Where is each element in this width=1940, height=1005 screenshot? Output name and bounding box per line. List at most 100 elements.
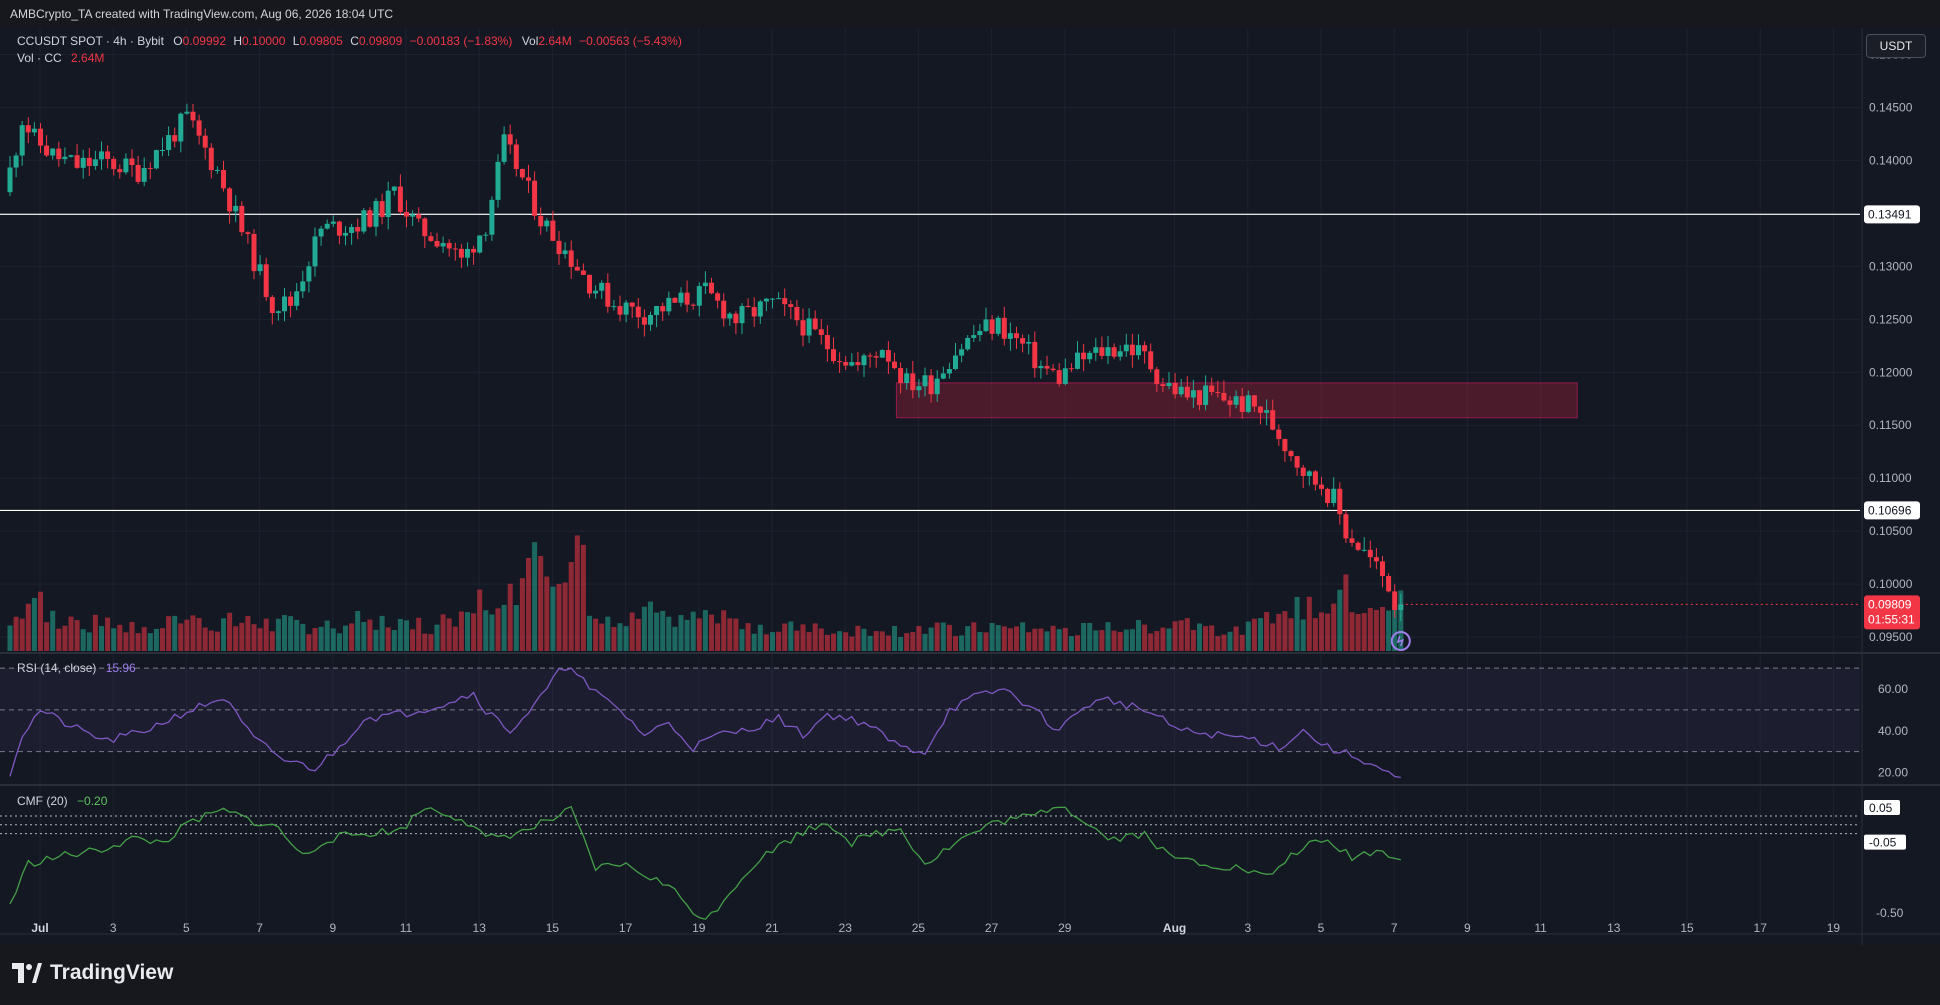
currency-button[interactable]: USDT bbox=[1866, 34, 1926, 58]
volume-bar bbox=[379, 615, 385, 651]
candle-body bbox=[1117, 351, 1123, 357]
volume-bar bbox=[1245, 621, 1251, 651]
volume-bar bbox=[129, 621, 135, 651]
time-axis: Jul 3 5 7 9 11 13 15 17 19 21 23 25 27 29 Aug 3 5 7 9 11 13 15… bbox=[31, 921, 1840, 935]
volume-bar bbox=[1233, 626, 1239, 651]
volume-bar bbox=[1282, 611, 1288, 651]
cmf-label[interactable]: CMF (20) bbox=[17, 794, 68, 808]
rsi-label[interactable]: RSI (14, close) bbox=[17, 661, 97, 675]
candle-body bbox=[660, 306, 666, 312]
time-tick-label: 27 bbox=[985, 921, 999, 935]
candle-body bbox=[1081, 352, 1087, 360]
candle-body bbox=[1184, 386, 1190, 398]
volume-bar bbox=[580, 544, 586, 651]
candle-body bbox=[861, 355, 867, 366]
candle-body bbox=[562, 250, 568, 255]
candle-body bbox=[666, 297, 672, 312]
volume-bar bbox=[489, 614, 495, 651]
high-label: H bbox=[233, 34, 243, 48]
volume-bar bbox=[31, 597, 37, 651]
volume-bar bbox=[977, 631, 983, 651]
level-label: 0.10696 bbox=[1868, 503, 1912, 517]
volume-bar bbox=[879, 631, 885, 651]
candle-body bbox=[172, 135, 178, 142]
tradingview-logo[interactable]: TradingView bbox=[12, 961, 173, 985]
volume-bar bbox=[178, 623, 184, 651]
volume-bar bbox=[623, 626, 629, 651]
vol-cc-label[interactable]: Vol · CC bbox=[17, 51, 62, 65]
volume-bars bbox=[7, 535, 1404, 651]
volume-bar bbox=[1062, 627, 1068, 651]
volume-bar bbox=[1178, 620, 1184, 651]
volume-bar bbox=[648, 601, 653, 651]
candle-body bbox=[410, 214, 416, 217]
attribution-bar: AMBCrypto_TA created with TradingView.co… bbox=[0, 0, 1940, 28]
volume-bar bbox=[922, 633, 928, 651]
chart-frame[interactable]: 0.13491 0.10696 0.09809 01:55:31 60.00 40.00… bbox=[0, 28, 1940, 945]
time-tick-label: 11 bbox=[400, 921, 413, 935]
volume-bar bbox=[843, 632, 849, 651]
time-tick-label: 13 bbox=[1607, 921, 1621, 935]
symbol-label[interactable]: CCUSDT SPOT · 4h · Bybit bbox=[17, 34, 164, 48]
candle-body bbox=[1245, 395, 1251, 412]
candle-body bbox=[1032, 341, 1038, 369]
candle-body bbox=[1014, 333, 1019, 339]
volume-bar bbox=[1221, 634, 1227, 651]
volume-bar bbox=[1068, 636, 1074, 651]
candle-body bbox=[922, 375, 928, 387]
candle-body bbox=[745, 306, 751, 308]
volume-bar bbox=[666, 616, 672, 651]
candle-body bbox=[160, 150, 165, 152]
price-tick-label: 0.14500 bbox=[1869, 100, 1913, 114]
alert-bolt-icon bbox=[1396, 635, 1405, 647]
volume-bar bbox=[1251, 618, 1257, 651]
candle-body bbox=[361, 210, 367, 232]
volume-bar bbox=[306, 634, 312, 651]
volume-bar bbox=[928, 627, 934, 651]
volume-bar bbox=[1093, 630, 1099, 651]
candle-body bbox=[513, 144, 519, 170]
volume-bar bbox=[214, 631, 220, 651]
volume-bar bbox=[361, 622, 367, 651]
volume-bar bbox=[702, 610, 708, 651]
candle-body bbox=[1355, 542, 1361, 550]
volume-bar bbox=[1044, 631, 1050, 651]
volume-bar bbox=[391, 630, 397, 651]
cmf-tick-label: 0.05 bbox=[1869, 801, 1893, 815]
volume-bar bbox=[568, 561, 574, 651]
candle-body bbox=[19, 125, 25, 156]
candle-body bbox=[324, 223, 330, 229]
candle-body bbox=[416, 214, 422, 219]
volume-bar bbox=[587, 615, 592, 651]
volume-bar bbox=[751, 633, 757, 651]
tradingview-wordmark: TradingView bbox=[50, 961, 174, 984]
candle-body bbox=[1038, 365, 1044, 369]
volume-bar bbox=[690, 611, 696, 651]
candle-body bbox=[599, 282, 605, 291]
candle-body bbox=[1300, 467, 1306, 476]
candle-body bbox=[733, 313, 739, 324]
candle-body bbox=[1270, 410, 1276, 430]
volume-bar bbox=[1007, 628, 1013, 651]
candle-body bbox=[1264, 410, 1270, 413]
volume-bar bbox=[44, 622, 50, 651]
candle-body bbox=[99, 151, 104, 160]
volume-bar bbox=[1020, 622, 1026, 651]
candle-body bbox=[1123, 344, 1129, 352]
candle-body bbox=[538, 215, 544, 227]
volume-bar bbox=[1038, 628, 1044, 651]
volume-bar bbox=[519, 578, 525, 651]
candle-body bbox=[641, 317, 647, 325]
price-tick-label: 0.14000 bbox=[1869, 153, 1913, 167]
candle-body bbox=[672, 297, 678, 303]
volume-bar bbox=[141, 627, 147, 651]
alert-icon bbox=[1390, 631, 1411, 651]
candle-body bbox=[282, 296, 287, 312]
volume-bar bbox=[745, 623, 751, 651]
volume-bar bbox=[757, 624, 763, 651]
volume-bar bbox=[1215, 636, 1221, 651]
volume-bar bbox=[190, 615, 196, 651]
candle-body bbox=[1197, 390, 1202, 405]
volume-bar bbox=[1373, 609, 1379, 651]
